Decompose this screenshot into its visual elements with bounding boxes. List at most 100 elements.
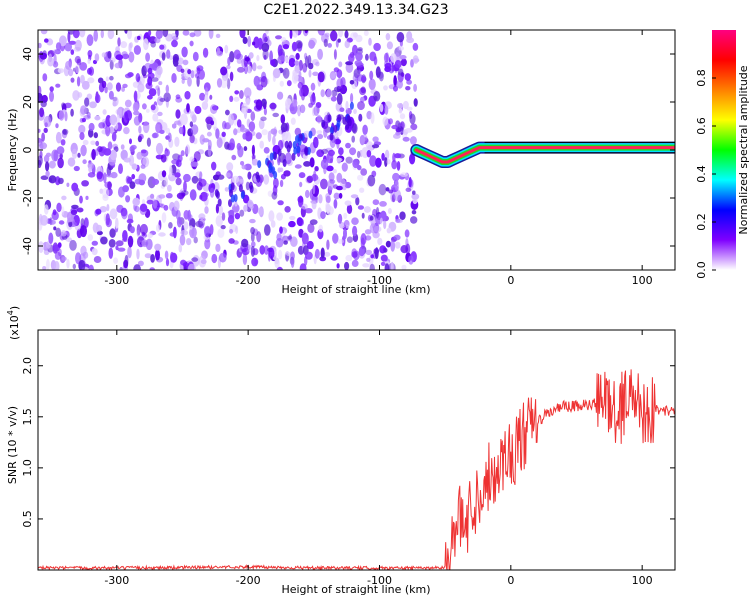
noise-blob xyxy=(388,189,394,194)
noise-blob xyxy=(383,52,389,63)
noise-blob xyxy=(351,123,358,134)
noise-blob xyxy=(262,48,269,60)
noise-blob xyxy=(368,37,372,46)
noise-blob xyxy=(316,130,323,135)
noise-blob xyxy=(358,113,363,122)
noise-blob xyxy=(41,132,45,142)
noise-blob xyxy=(250,232,255,243)
noise-blob xyxy=(299,263,307,270)
noise-blob xyxy=(180,68,185,74)
noise-blob xyxy=(393,75,397,86)
noise-blob xyxy=(298,59,303,71)
noise-blob xyxy=(129,146,135,152)
noise-blob xyxy=(293,70,298,83)
noise-blob xyxy=(277,44,283,57)
noise-blob xyxy=(235,225,239,234)
noise-blob xyxy=(313,105,320,117)
noise-blob xyxy=(217,228,225,238)
noise-blob xyxy=(140,223,148,235)
noise-blob xyxy=(394,180,399,191)
noise-blob xyxy=(172,53,179,63)
noise-blob xyxy=(133,264,141,270)
noise-blob xyxy=(239,209,245,217)
noise-blob xyxy=(379,201,387,207)
noise-blob xyxy=(139,203,148,212)
noise-blob xyxy=(105,124,111,137)
noise-blob xyxy=(337,38,341,43)
noise-blob xyxy=(277,200,284,206)
noise-blob xyxy=(406,106,413,111)
noise-blob xyxy=(369,155,377,167)
noise-blob xyxy=(56,202,62,213)
noise-blob xyxy=(191,257,199,262)
noise-blob xyxy=(106,82,113,91)
noise-blob xyxy=(336,119,341,128)
noise-blob xyxy=(241,164,247,170)
noise-blob xyxy=(124,73,132,79)
noise-blob xyxy=(93,132,99,139)
noise-blob xyxy=(154,243,162,251)
snr-y-ticks: 0.5 1.0 1.5 2.0 xyxy=(21,357,675,528)
noise-blob xyxy=(307,223,315,234)
noise-blob xyxy=(145,82,153,90)
noise-blob xyxy=(259,140,265,149)
noise-blob xyxy=(117,247,126,252)
noise-blob xyxy=(375,157,382,168)
noise-blob xyxy=(374,247,379,260)
noise-blob xyxy=(299,88,304,97)
noise-blob xyxy=(239,30,246,39)
noise-blob xyxy=(386,41,393,50)
noise-blob xyxy=(181,46,188,58)
noise-blob xyxy=(284,56,289,63)
noise-blob xyxy=(151,178,160,185)
noise-blob xyxy=(204,225,212,235)
noise-blob xyxy=(180,229,189,236)
noise-blob xyxy=(199,194,203,200)
noise-blob xyxy=(333,199,338,209)
noise-blob xyxy=(308,130,313,139)
noise-blob xyxy=(71,204,79,209)
noise-blob xyxy=(202,47,209,58)
noise-blob xyxy=(147,95,153,100)
noise-blob xyxy=(301,232,309,245)
noise-blob xyxy=(38,241,44,254)
noise-blob xyxy=(346,236,353,243)
noise-blob xyxy=(260,76,268,88)
noise-blob xyxy=(151,132,158,139)
noise-blob xyxy=(38,92,43,99)
noise-blob xyxy=(313,136,319,149)
noise-blob xyxy=(148,30,152,36)
noise-blob xyxy=(168,165,173,178)
noise-blob xyxy=(173,226,177,239)
noise-blob xyxy=(230,194,235,203)
noise-blob xyxy=(317,133,324,140)
noise-blob xyxy=(210,120,215,126)
noise-blob xyxy=(201,101,209,110)
noise-blob xyxy=(286,131,292,144)
y-tick-label: 40 xyxy=(21,47,34,61)
noise-blob xyxy=(272,135,276,146)
noise-blob xyxy=(344,30,349,39)
noise-blob xyxy=(115,217,119,229)
noise-blob xyxy=(144,253,152,259)
noise-blob xyxy=(242,133,247,140)
noise-blob xyxy=(164,177,168,187)
noise-blob xyxy=(53,226,57,231)
noise-blob xyxy=(229,71,234,82)
noise-blob xyxy=(372,199,380,206)
noise-blob xyxy=(157,111,163,117)
noise-blob xyxy=(411,193,420,200)
noise-blob xyxy=(354,60,363,66)
noise-blob xyxy=(363,206,371,213)
snr-background xyxy=(38,330,675,570)
noise-blob xyxy=(314,166,319,172)
noise-blob xyxy=(361,212,365,219)
noise-blob xyxy=(149,267,155,270)
noise-blob xyxy=(82,159,87,165)
noise-blob xyxy=(211,117,217,130)
noise-blob xyxy=(350,93,354,103)
noise-blob xyxy=(278,249,283,260)
noise-blob xyxy=(239,127,248,133)
noise-blob xyxy=(142,156,150,168)
noise-blob xyxy=(413,98,418,107)
